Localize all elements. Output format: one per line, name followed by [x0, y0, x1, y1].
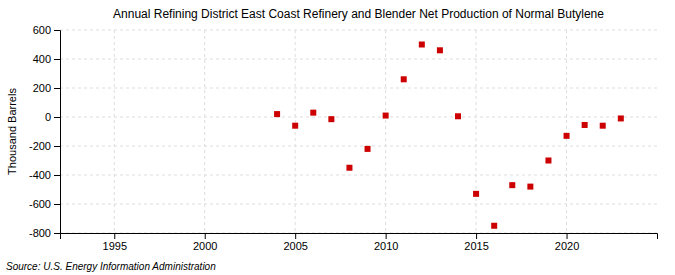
point	[509, 182, 515, 188]
point	[545, 158, 551, 164]
tick: -200	[29, 140, 60, 152]
point	[455, 113, 461, 119]
tick-mark	[54, 146, 60, 147]
tick: -800	[29, 227, 60, 239]
tick-label: 2020	[555, 240, 579, 252]
x-axis: 1995 2000 2005 2010 2015 2020	[61, 233, 658, 252]
tick: -400	[29, 169, 60, 181]
grid-line	[566, 30, 567, 233]
tick-label: 400	[33, 53, 51, 65]
tick-mark	[567, 233, 568, 239]
tick-mark	[205, 233, 206, 239]
tick-label: 600	[33, 24, 51, 36]
tick: 0	[45, 111, 60, 123]
tick-label: 0	[45, 111, 51, 123]
source: Source: U.S. Energy Information Administ…	[6, 261, 216, 272]
tick-label: 2000	[193, 240, 217, 252]
plot: 199520002005201020152020-800-600-400-200…	[29, 24, 658, 252]
grid-line	[204, 30, 205, 233]
tick: 1995	[103, 233, 127, 252]
tick-mark	[54, 175, 60, 176]
tick-mark	[54, 59, 60, 60]
tick-mark	[54, 117, 60, 118]
tick-mark	[54, 88, 60, 89]
tick-label: -400	[29, 169, 51, 181]
axis-line	[54, 31, 61, 234]
point	[600, 123, 606, 129]
tick-label: -600	[29, 198, 51, 210]
point	[401, 76, 407, 82]
point	[564, 133, 570, 139]
grid-line	[60, 88, 657, 89]
grid-line	[60, 175, 657, 176]
grid-line	[60, 59, 657, 60]
point	[473, 191, 479, 197]
points	[274, 42, 624, 229]
point	[437, 47, 443, 53]
grid-line	[476, 30, 477, 233]
tick: 600	[33, 24, 60, 36]
point	[419, 42, 425, 48]
point	[346, 165, 352, 171]
tick: 2020	[555, 233, 579, 252]
tick-mark	[54, 30, 60, 31]
tick-mark	[114, 233, 115, 239]
tick-label: 1995	[103, 240, 127, 252]
y-axis: -800 -600 -400 -200 0 200 400 600	[29, 24, 61, 239]
tick-label: 2010	[374, 240, 398, 252]
tick-mark	[476, 233, 477, 239]
tick-mark	[295, 233, 296, 239]
grid-line	[295, 30, 296, 233]
tick-label: 2015	[464, 240, 488, 252]
point	[383, 113, 389, 119]
grid-line	[60, 146, 657, 147]
point	[274, 111, 280, 117]
point	[618, 115, 624, 121]
tick-label: -800	[29, 227, 51, 239]
grid-line	[60, 204, 657, 205]
tick-mark	[54, 233, 60, 234]
chart: 199520002005201020152020-800-600-400-200…	[0, 0, 675, 275]
point	[310, 110, 316, 116]
tick-mark	[54, 204, 60, 205]
tick-label: -200	[29, 140, 51, 152]
tick: 2005	[283, 233, 307, 252]
grid-line	[385, 30, 386, 233]
tick-label: 200	[33, 82, 51, 94]
tick-label: 2005	[283, 240, 307, 252]
point	[527, 184, 533, 190]
tick: 2015	[464, 233, 488, 252]
grid	[60, 30, 657, 233]
grid-line	[60, 30, 657, 31]
tick-mark	[386, 233, 387, 239]
point	[365, 146, 371, 152]
point	[491, 223, 497, 229]
tick: -600	[29, 198, 60, 210]
point	[582, 122, 588, 128]
axis-line	[61, 234, 658, 240]
tick: 2000	[193, 233, 217, 252]
grid-line	[114, 30, 115, 233]
tick: 2010	[374, 233, 398, 252]
y-axis-title: Thousand Barrels	[6, 88, 18, 175]
point	[292, 123, 298, 129]
tick: 200	[33, 82, 60, 94]
tick: 400	[33, 53, 60, 65]
point	[328, 116, 334, 122]
grid-line	[60, 117, 657, 118]
title: Annual Refining District East Coast Refi…	[113, 7, 604, 21]
